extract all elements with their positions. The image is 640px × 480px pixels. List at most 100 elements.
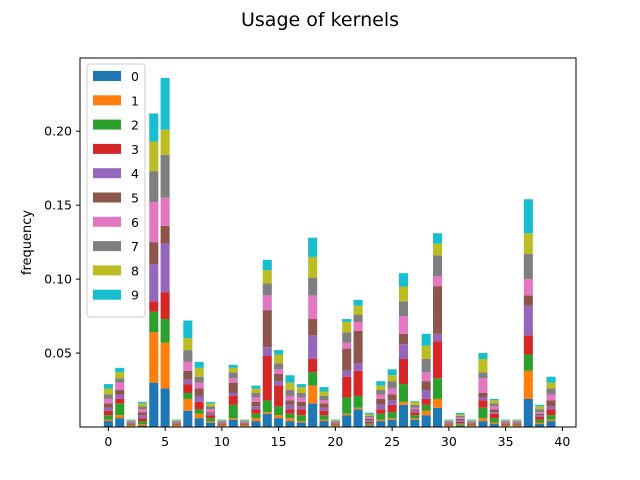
bar-series-3-x-19	[319, 410, 329, 416]
x-tick-label-0: 0	[104, 434, 112, 449]
bar-series-2-x-27	[410, 415, 420, 419]
bar-series-5-x-18	[308, 319, 318, 336]
bar-series-9-x-8	[194, 361, 204, 368]
bar-series-6-x-16	[285, 395, 295, 401]
bar-series-8-x-2	[126, 420, 136, 422]
legend-swatch-7	[93, 241, 121, 252]
x-tick-label-25: 25	[384, 434, 400, 449]
legend-swatch-8	[93, 265, 121, 276]
bar-series-8-x-33	[478, 358, 488, 373]
bar-series-3-x-30	[444, 424, 454, 425]
bar-series-4-x-29	[432, 333, 443, 342]
bar-series-0-x-14	[262, 413, 272, 427]
bar-series-3-x-5	[160, 292, 170, 320]
bar-series-2-x-11	[228, 404, 238, 419]
legend-label-2: 2	[131, 118, 139, 133]
bar-series-3-x-26	[398, 358, 409, 385]
legend-label-7: 7	[131, 239, 139, 254]
bar-series-2-x-24	[376, 413, 386, 420]
bar-series-1-x-2	[126, 425, 136, 427]
bar-series-6-x-38	[535, 412, 545, 414]
bar-series-2-x-32	[467, 424, 477, 426]
bar-series-9-x-37	[523, 199, 533, 234]
bar-series-3-x-36	[512, 424, 522, 425]
bar-series-9-x-9	[205, 401, 216, 404]
bar-series-3-x-16	[285, 409, 295, 414]
bar-series-7-x-15	[274, 363, 284, 370]
legend-swatch-9	[93, 289, 121, 300]
bar-series-8-x-24	[376, 385, 386, 391]
bar-series-8-x-5	[160, 129, 170, 155]
legend-swatch-4	[93, 168, 121, 179]
bar-series-5-x-29	[432, 286, 443, 334]
bar-series-2-x-31	[455, 423, 465, 425]
bar-series-2-x-25	[387, 412, 397, 419]
bar-series-1-x-34	[489, 422, 499, 425]
bar-series-4-x-37	[523, 305, 533, 336]
bar-series-6-x-17	[296, 397, 306, 402]
bar-series-1-x-27	[410, 418, 420, 420]
bar-series-0-x-29	[432, 407, 443, 427]
bar-series-7-x-37	[523, 253, 533, 280]
bar-series-0-x-18	[308, 403, 318, 427]
bar-series-3-x-32	[467, 424, 477, 425]
bar-series-9-x-1	[115, 367, 125, 373]
bar-series-1-x-28	[421, 410, 431, 416]
bar-series-3-x-14	[262, 356, 272, 401]
bar-series-4-x-23	[364, 420, 374, 422]
bar-series-5-x-8	[194, 388, 204, 396]
bar-series-4-x-0	[103, 407, 113, 411]
bar-series-9-x-25	[387, 369, 397, 376]
bar-series-2-x-36	[512, 424, 522, 426]
bar-series-9-x-4	[149, 113, 159, 142]
bar-series-6-x-9	[205, 409, 216, 413]
bar-series-3-x-29	[432, 341, 443, 379]
bar-series-2-x-17	[296, 415, 306, 422]
bar-series-8-x-34	[489, 400, 499, 404]
bar-series-2-x-20	[330, 424, 340, 426]
bar-series-1-x-13	[251, 418, 261, 422]
bar-series-4-x-36	[512, 423, 522, 425]
bar-series-8-x-13	[251, 388, 261, 393]
bar-series-6-x-4	[149, 202, 159, 243]
bar-series-2-x-28	[421, 404, 431, 411]
bar-series-7-x-14	[262, 283, 272, 296]
x-tick-label-30: 30	[441, 434, 457, 449]
bar-series-1-x-1	[115, 415, 125, 419]
bar-series-2-x-7	[183, 392, 193, 399]
bar-series-8-x-38	[535, 406, 545, 410]
bar-series-4-x-7	[183, 379, 193, 385]
bar-series-9-x-38	[535, 404, 545, 407]
bar-series-1-x-26	[398, 401, 409, 405]
legend: 0 1 2 3 4 5 6 7 8 9	[86, 63, 146, 318]
bar-series-3-x-38	[535, 416, 545, 420]
bar-series-3-x-11	[228, 395, 238, 405]
bar-series-1-x-17	[296, 421, 306, 423]
bar-series-1-x-4	[149, 332, 159, 383]
bar-series-9-x-35	[501, 419, 511, 421]
bar-series-7-x-1	[115, 378, 125, 383]
bar-series-8-x-22	[353, 305, 363, 315]
bar-series-5-x-4	[149, 242, 159, 265]
x-tick-label-5: 5	[161, 434, 169, 449]
bar-series-2-x-0	[103, 415, 113, 420]
bar-series-0-x-27	[410, 419, 420, 427]
bar-series-1-x-22	[353, 407, 363, 410]
bar-series-2-x-29	[432, 378, 443, 399]
bar-series-4-x-16	[285, 404, 295, 410]
bar-series-5-x-36	[512, 422, 522, 424]
bar-series-0-x-38	[535, 424, 545, 427]
bar-series-9-x-29	[432, 233, 443, 244]
bar-series-0-x-13	[251, 421, 261, 427]
bar-series-1-x-10	[217, 425, 227, 427]
bar-series-2-x-13	[251, 413, 261, 419]
bar-series-6-x-28	[421, 372, 431, 382]
bar-series-9-x-33	[478, 353, 488, 359]
bar-series-6-x-39	[546, 394, 556, 401]
bar-series-9-x-19	[319, 387, 329, 392]
bar-series-7-x-24	[376, 390, 386, 395]
bar-series-8-x-39	[546, 382, 556, 389]
legend-label-9: 9	[131, 288, 139, 303]
bar-series-7-x-19	[319, 395, 329, 401]
